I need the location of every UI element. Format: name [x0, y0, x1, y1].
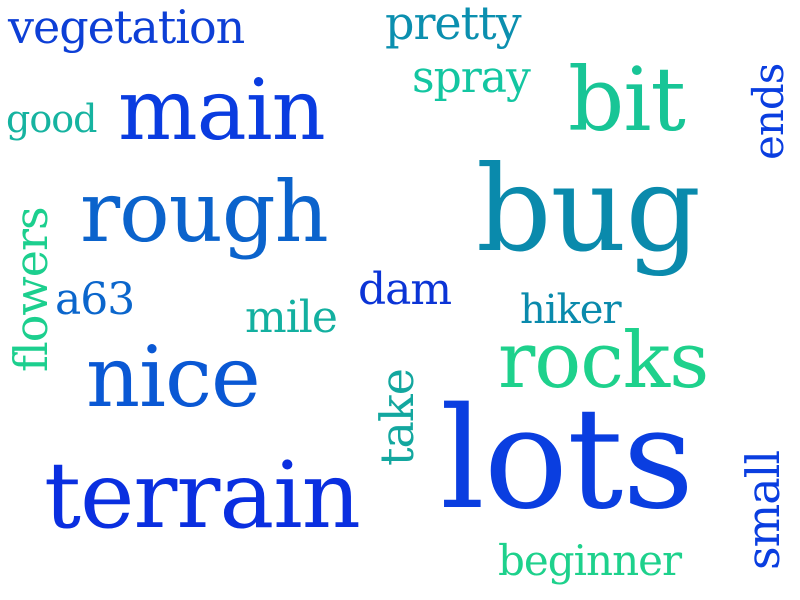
word-ends: ends: [744, 63, 793, 160]
word-bug: bug: [476, 140, 701, 278]
word-pretty: pretty: [385, 0, 522, 50]
word-spray: spray: [412, 52, 531, 103]
word-a63: a63: [55, 274, 135, 325]
word-dam: dam: [358, 264, 452, 315]
word-flowers: flowers: [4, 207, 58, 372]
word-hiker: hiker: [520, 287, 622, 333]
word-main: main: [118, 61, 326, 159]
word-good: good: [6, 97, 97, 141]
word-lots: lots: [440, 378, 694, 541]
word-small: small: [736, 450, 790, 570]
word-terrain: terrain: [44, 442, 361, 549]
word-beginner: beginner: [498, 536, 682, 585]
word-vegetation: vegetation: [8, 0, 245, 54]
word-bit: bit: [568, 48, 686, 151]
word-mile: mile: [245, 292, 338, 343]
word-nice: nice: [86, 328, 261, 426]
word-rough: rough: [80, 163, 329, 261]
word-rocks: rocks: [498, 316, 709, 406]
word-take: take: [370, 368, 424, 466]
